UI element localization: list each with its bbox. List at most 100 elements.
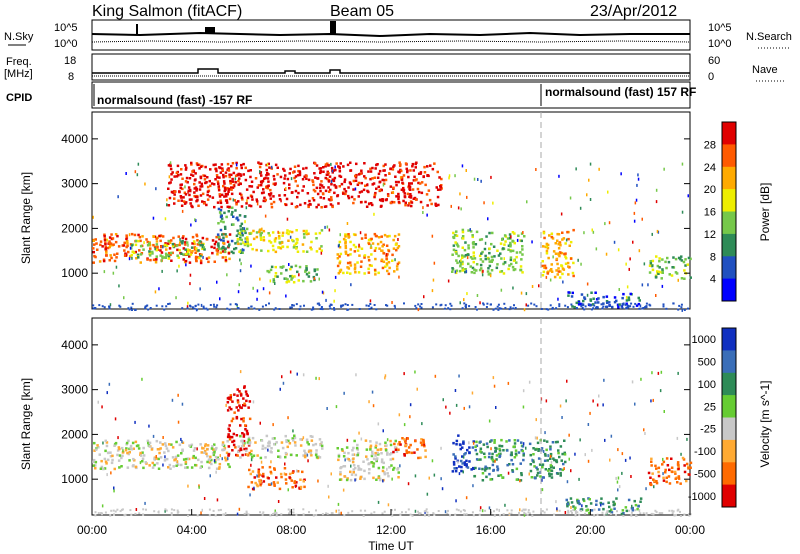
freq-right-tick-bottom: 0 [708,71,714,83]
freq-trace [92,68,690,74]
power-echo-region [266,264,319,284]
velocity-colorbar-tick: -500 [694,468,716,480]
freq-right-tick-top: 60 [708,55,720,67]
power-colorbar-swatch [722,144,736,168]
power-colorbar-tick: 24 [704,162,716,174]
velocity-colorbar-label: Velocity [m s^-1] [758,381,772,468]
velocity-echo-region [237,434,324,460]
power-marks [92,161,692,312]
cpid-label: CPID [6,92,32,104]
noise-left-label: N.Sky [4,31,34,43]
cpid-program-2: normalsound (fast) 157 RF [545,85,696,99]
freq-left-tick-top: 18 [64,55,76,67]
velocity-ytick-label: 3000 [61,383,88,397]
velocity-xlabel: Time UT [368,539,414,553]
velocity-colorbar-tick: -100 [694,446,716,458]
velocity-colorbar-tick: 25 [704,401,716,413]
velocity-ytick-label: 2000 [61,427,88,441]
noise-right-label: N.Search [746,31,792,43]
velocity-colorbar-swatch [722,395,736,418]
power-ytick-label: 3000 [61,177,88,191]
nave-label: Nave [752,64,778,76]
velocity-yticks: 1000 2000 3000 4000 [61,338,690,486]
velocity-echo-region [565,497,643,516]
power-echo-region [236,228,324,254]
velocity-marks [92,370,693,517]
freq-left-tick-bottom: 8 [68,71,74,83]
power-echo-region [451,228,526,276]
velocity-xtick-label: 20:00 [575,523,605,537]
velocity-echo-region [392,437,427,460]
noise-sky-trace [91,31,690,38]
velocity-echo-region [336,439,400,482]
velocity-xtick-label: 00:00 [77,523,107,537]
station-title: King Salmon (fitACF) [92,3,242,20]
power-colorbar-swatch [722,166,736,190]
freq-label-1: Freq. [6,56,32,68]
power-colorbar-swatch [722,233,736,257]
velocity-colorbar-swatch [722,350,736,374]
velocity-colorbar-frame [721,327,737,508]
power-colorbar-tick: 4 [710,274,716,286]
power-ytick-label: 4000 [61,132,88,146]
velocity-colorbar-swatch [722,372,736,396]
noise-right-tick-top: 10^5 [708,22,732,34]
velocity-scatter-noise [94,370,692,517]
velocity-ylabel: Slant Range [km] [19,378,33,470]
velocity-colorbar-tick: -1000 [688,491,716,503]
velocity-colorbar-tick: 100 [698,379,716,391]
velocity-colorbar-swatch [722,328,736,351]
noise-left-tick-bottom: 10^0 [54,38,78,50]
beam-title: Beam 05 [330,3,394,20]
velocity-colorbar-tick: 1000 [692,334,716,346]
noise-panel: N.Sky 10^5 10^0 10^5 10^0 N.Search [4,19,792,51]
cpid-program-1: normalsound (fast) -157 RF [97,93,252,107]
power-colorbar-swatch [722,278,736,302]
velocity-xticks: 00:00 04:00 08:00 12:00 16:00 20:00 00:00 [77,509,705,537]
freq-label-2: [MHz] [4,68,33,80]
power-colorbar-tick: 16 [704,207,716,219]
date-title: 23/Apr/2012 [590,3,677,20]
velocity-colorbar-swatch [722,417,736,441]
power-scatter-noise [92,161,689,312]
velocity-xtick-label: 08:00 [276,523,306,537]
velocity-echo-region [92,439,231,471]
velocity-colorbar-tick: -25 [700,424,716,436]
power-colorbar-frame [721,121,737,302]
noise-right-tick-bottom: 10^0 [708,38,732,50]
power-echo-region [167,161,443,209]
power-colorbar-swatch [722,189,736,212]
velocity-colorbar: 1000 500 100 25 -25 -100 -500 -1000 [688,327,737,508]
power-colorbar-swatch [722,211,736,235]
freq-panel: Freq. [MHz] 18 8 60 0 Nave [4,53,784,83]
velocity-colorbar-swatch [722,484,736,508]
power-ytick-label: 2000 [61,221,88,235]
power-colorbar-tick: 20 [704,184,716,196]
power-echo-region [648,255,692,280]
velocity-colorbar-tick: 500 [698,357,716,369]
velocity-echo-region [528,439,567,480]
cpid-panel: CPID normalsound (fast) -157 RF normalso… [6,81,696,109]
velocity-echo-region [473,438,525,482]
velocity-xtick-label: 04:00 [177,523,207,537]
power-colorbar-swatch [722,256,736,280]
velocity-ytick-label: 4000 [61,338,88,352]
power-colorbar: 28 24 20 16 12 8 4 [704,121,737,302]
velocity-colorbar-swatch [722,439,736,463]
power-ylabel: Slant Range [km] [19,172,33,264]
power-yticks: 1000 2000 3000 4000 [61,132,690,280]
velocity-echo-region [451,434,475,473]
velocity-xtick-label: 00:00 [675,523,705,537]
power-echo-region [130,239,206,260]
velocity-ytick-label: 1000 [61,472,88,486]
noise-search-trace [91,40,691,43]
power-colorbar-label: Power [dB] [758,183,772,242]
velocity-xtick-label: 12:00 [376,523,406,537]
velocity-echo-region [647,456,693,487]
velocity-colorbar-swatch [722,462,736,486]
velocity-xtick-label: 16:00 [476,523,506,537]
power-colorbar-tick: 8 [710,251,716,263]
power-ytick-label: 1000 [61,266,88,280]
